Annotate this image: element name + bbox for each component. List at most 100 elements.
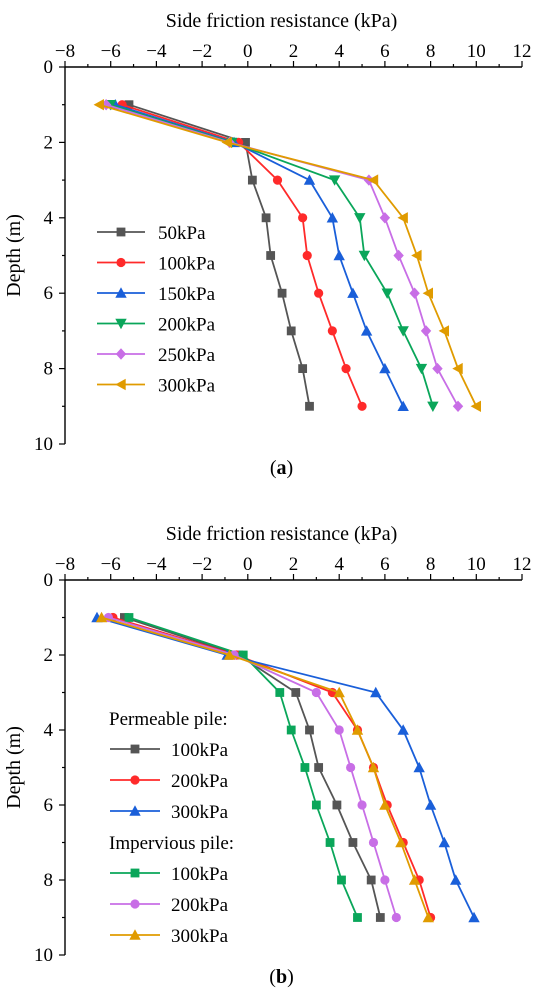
x-tick-label: −6 <box>101 41 121 62</box>
data-point <box>223 649 236 660</box>
data-point <box>432 362 443 375</box>
x-tick-label: 6 <box>380 554 390 575</box>
data-point <box>272 175 283 185</box>
data-point <box>413 761 425 773</box>
data-point <box>422 287 434 299</box>
x-tick-label: −6 <box>101 554 121 575</box>
legend-marker <box>115 378 126 391</box>
data-point <box>325 838 335 847</box>
data-point <box>438 836 451 848</box>
x-tick-label: 6 <box>380 41 390 62</box>
x-tick-label: 2 <box>289 41 299 62</box>
data-point <box>326 212 339 223</box>
x-tick-label: 0 <box>243 554 253 575</box>
legend-label: 50kPa <box>158 223 206 244</box>
legend-label: 150kPa <box>158 284 216 305</box>
data-point <box>357 800 367 810</box>
data-point <box>93 99 104 111</box>
data-point <box>341 364 351 374</box>
legend-group-title: Permeable pile: <box>109 709 228 730</box>
legend-marker <box>115 348 127 360</box>
data-point <box>328 175 341 186</box>
data-point <box>314 288 324 298</box>
x-tick-label: −4 <box>146 554 167 575</box>
series-3 <box>124 613 362 922</box>
panel-a: −8 −6 −4 −2 0 2 4 6 8 10 12 0 2 4 6 8 10 Side friction re… <box>3 10 532 479</box>
x-tick-label: 8 <box>426 554 436 575</box>
legend-marker <box>130 899 140 909</box>
data-point <box>397 724 409 735</box>
data-point <box>266 251 276 260</box>
data-point <box>358 250 371 262</box>
legend-label: 300kPa <box>171 802 229 823</box>
legend-marker <box>130 744 140 754</box>
data-point <box>357 401 367 411</box>
legend-label: 100kPa <box>171 864 229 885</box>
y-axis-title: Depth (m) <box>3 726 25 809</box>
legend-label: 200kPa <box>158 315 216 336</box>
y-tick-label: 4 <box>44 720 54 741</box>
data-point <box>379 362 391 374</box>
data-point <box>452 362 463 375</box>
x-axis-title: Side friction resistance (kPa) <box>166 10 398 32</box>
data-point <box>415 363 428 375</box>
data-point <box>333 249 345 261</box>
data-point <box>360 325 373 336</box>
data-point <box>337 875 346 885</box>
x-tick-label: 0 <box>243 41 253 62</box>
data-point <box>314 763 324 772</box>
data-point <box>300 763 310 772</box>
data-point <box>409 287 420 299</box>
legend-label: 200kPa <box>171 895 229 916</box>
data-point <box>366 875 376 885</box>
data-point <box>311 800 321 810</box>
y-tick-label: 10 <box>34 434 53 455</box>
x-tick-label: −8 <box>55 41 75 62</box>
panel-label: (a) <box>270 457 293 479</box>
panel-b: −8 −6 −4 −2 0 2 4 6 8 10 12 0 2 4 6 8 10 Side friction re… <box>3 523 532 988</box>
legend-group-title: Impervious pile: <box>109 833 234 854</box>
data-point <box>411 249 422 262</box>
data-point <box>311 687 321 698</box>
data-point <box>275 688 285 697</box>
series-4 <box>100 99 464 412</box>
data-point <box>381 288 393 299</box>
data-point <box>348 838 358 847</box>
data-point <box>124 613 134 622</box>
y-axis-title: Depth (m) <box>3 214 25 297</box>
data-point <box>397 212 408 224</box>
data-point <box>379 799 391 810</box>
data-point <box>420 325 432 337</box>
data-point <box>375 913 385 922</box>
data-point <box>286 725 296 735</box>
legend-label: 200kPa <box>171 771 229 792</box>
y-tick-label: 0 <box>44 570 54 591</box>
data-point <box>247 175 257 185</box>
series-0 <box>124 100 314 411</box>
legend-label: 100kPa <box>171 740 229 761</box>
x-tick-label: 10 <box>467 554 486 575</box>
legend-marker <box>129 805 141 816</box>
data-point <box>468 911 480 923</box>
data-point <box>302 250 312 261</box>
data-point <box>333 686 345 698</box>
data-point <box>424 799 437 810</box>
data-point <box>353 913 362 922</box>
data-point <box>351 724 364 735</box>
x-tick-label: 12 <box>513 41 532 62</box>
data-point <box>367 761 380 773</box>
data-point <box>452 400 464 412</box>
y-tick-label: 10 <box>34 945 53 966</box>
data-point <box>427 401 439 412</box>
data-point <box>334 725 344 735</box>
legend-marker <box>116 257 126 268</box>
data-point <box>367 174 379 186</box>
legend-label: 100kPa <box>158 254 216 275</box>
x-tick-label: −8 <box>55 554 75 575</box>
x-tick-label: 10 <box>467 41 486 62</box>
legend-label: 300kPa <box>171 926 229 947</box>
data-point <box>298 364 308 373</box>
x-axis-title: Side friction resistance (kPa) <box>166 523 398 545</box>
data-point <box>368 837 379 848</box>
